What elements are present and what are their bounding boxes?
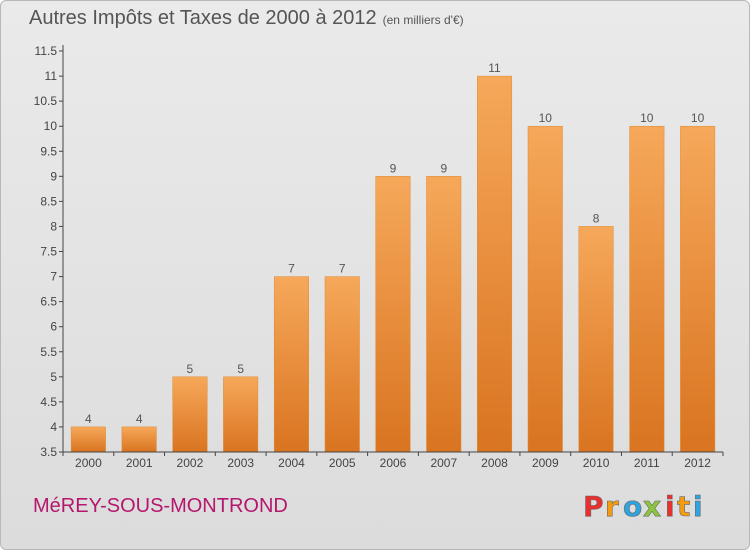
bar-2011 — [629, 125, 665, 453]
y-tick-label: 10.5 — [34, 94, 58, 108]
bar-value-label: 10 — [640, 111, 654, 125]
x-tick-label: 2001 — [126, 456, 153, 470]
logo-letter: P — [583, 490, 604, 523]
y-tick-label: 7.5 — [40, 245, 57, 259]
x-tick-label: 2003 — [227, 456, 254, 470]
x-tick-label: 2002 — [177, 456, 204, 470]
y-tick-label: 11 — [45, 69, 58, 83]
bar-2012 — [680, 125, 716, 453]
x-tick-label: 2010 — [583, 456, 610, 470]
x-tick-label: 2008 — [481, 456, 508, 470]
x-tick-label: 2000 — [75, 456, 102, 470]
bar-2010 — [578, 226, 614, 453]
chart-title: Autres Impôts et Taxes de 2000 à 2012 (en… — [29, 7, 464, 30]
y-tick-label: 6 — [50, 320, 57, 334]
y-tick-label: 5 — [50, 370, 57, 384]
bar-value-label: 9 — [440, 161, 447, 175]
commune-name: MéREY-SOUS-MONTROND — [33, 495, 288, 517]
y-tick-label: 3.5 — [40, 445, 57, 459]
bar-value-label: 5 — [237, 362, 244, 376]
y-tick-label: 8.5 — [40, 194, 57, 208]
x-tick-label: 2006 — [380, 456, 407, 470]
logo-letter: t — [677, 490, 690, 523]
bar-2005 — [324, 276, 360, 453]
y-tick-label: 9.5 — [40, 144, 57, 158]
x-tick-label: 2004 — [278, 456, 305, 470]
bar-2000 — [70, 426, 106, 453]
bar-value-label: 5 — [187, 362, 194, 376]
y-axis: 3.5 4 4.5 5 5.5 6 6.5 7 7.5 8 8.5 9 9.5 10 10.5 11 11.5 — [34, 44, 64, 459]
logo-letter: o — [623, 490, 642, 523]
bar-value-label: 7 — [339, 262, 346, 276]
bar-value-label: 10 — [539, 111, 553, 125]
bar-labels-group: 4 4 5 5 7 7 9 9 11 10 8 10 10 — [85, 61, 705, 426]
bar-2003 — [223, 376, 259, 453]
y-tick-label: 8 — [50, 219, 57, 233]
bar-2006 — [375, 176, 411, 453]
y-tick-label: 9 — [50, 169, 57, 183]
logo-letter: i — [693, 490, 703, 523]
bar-value-label: 10 — [691, 111, 705, 125]
logo-letter: x — [643, 490, 661, 523]
bar-value-label: 9 — [390, 161, 397, 175]
bar-2008 — [477, 75, 513, 453]
y-tick-label: 11.5 — [35, 44, 58, 58]
y-tick-label: 10 — [44, 119, 58, 133]
x-axis: 2000 2001 2002 2003 2004 2005 2006 2007 2008 2009… — [62, 451, 724, 470]
logo-letter: i — [665, 490, 675, 523]
bar-2001 — [121, 426, 157, 453]
x-tick-label: 2005 — [329, 456, 356, 470]
bar-2004 — [273, 276, 309, 453]
bar-value-label: 4 — [85, 412, 92, 426]
bar-2009 — [527, 125, 563, 453]
y-tick-label: 4 — [50, 420, 57, 434]
bar-value-label: 11 — [488, 61, 501, 75]
logo-letter: r — [605, 490, 619, 523]
x-tick-label: 2011 — [634, 456, 660, 470]
y-tick-label: 6.5 — [40, 295, 57, 309]
bar-value-label: 8 — [593, 211, 600, 225]
y-tick-label: 5.5 — [40, 345, 57, 359]
y-tick-label: 7 — [50, 270, 57, 284]
x-tick-label: 2007 — [430, 456, 457, 470]
bar-value-label: 4 — [136, 412, 143, 426]
title-main: Autres Impôts et Taxes de 2000 à 2012 — [29, 7, 377, 29]
y-tick-label: 4.5 — [40, 395, 57, 409]
bars-group — [70, 75, 716, 453]
x-tick-label: 2009 — [532, 456, 559, 470]
bar-2007 — [426, 176, 462, 453]
bar-2002 — [172, 376, 208, 453]
x-tick-label: 2012 — [684, 456, 711, 470]
bar-value-label: 7 — [288, 262, 295, 276]
title-unit: (en milliers d'€) — [382, 13, 464, 27]
